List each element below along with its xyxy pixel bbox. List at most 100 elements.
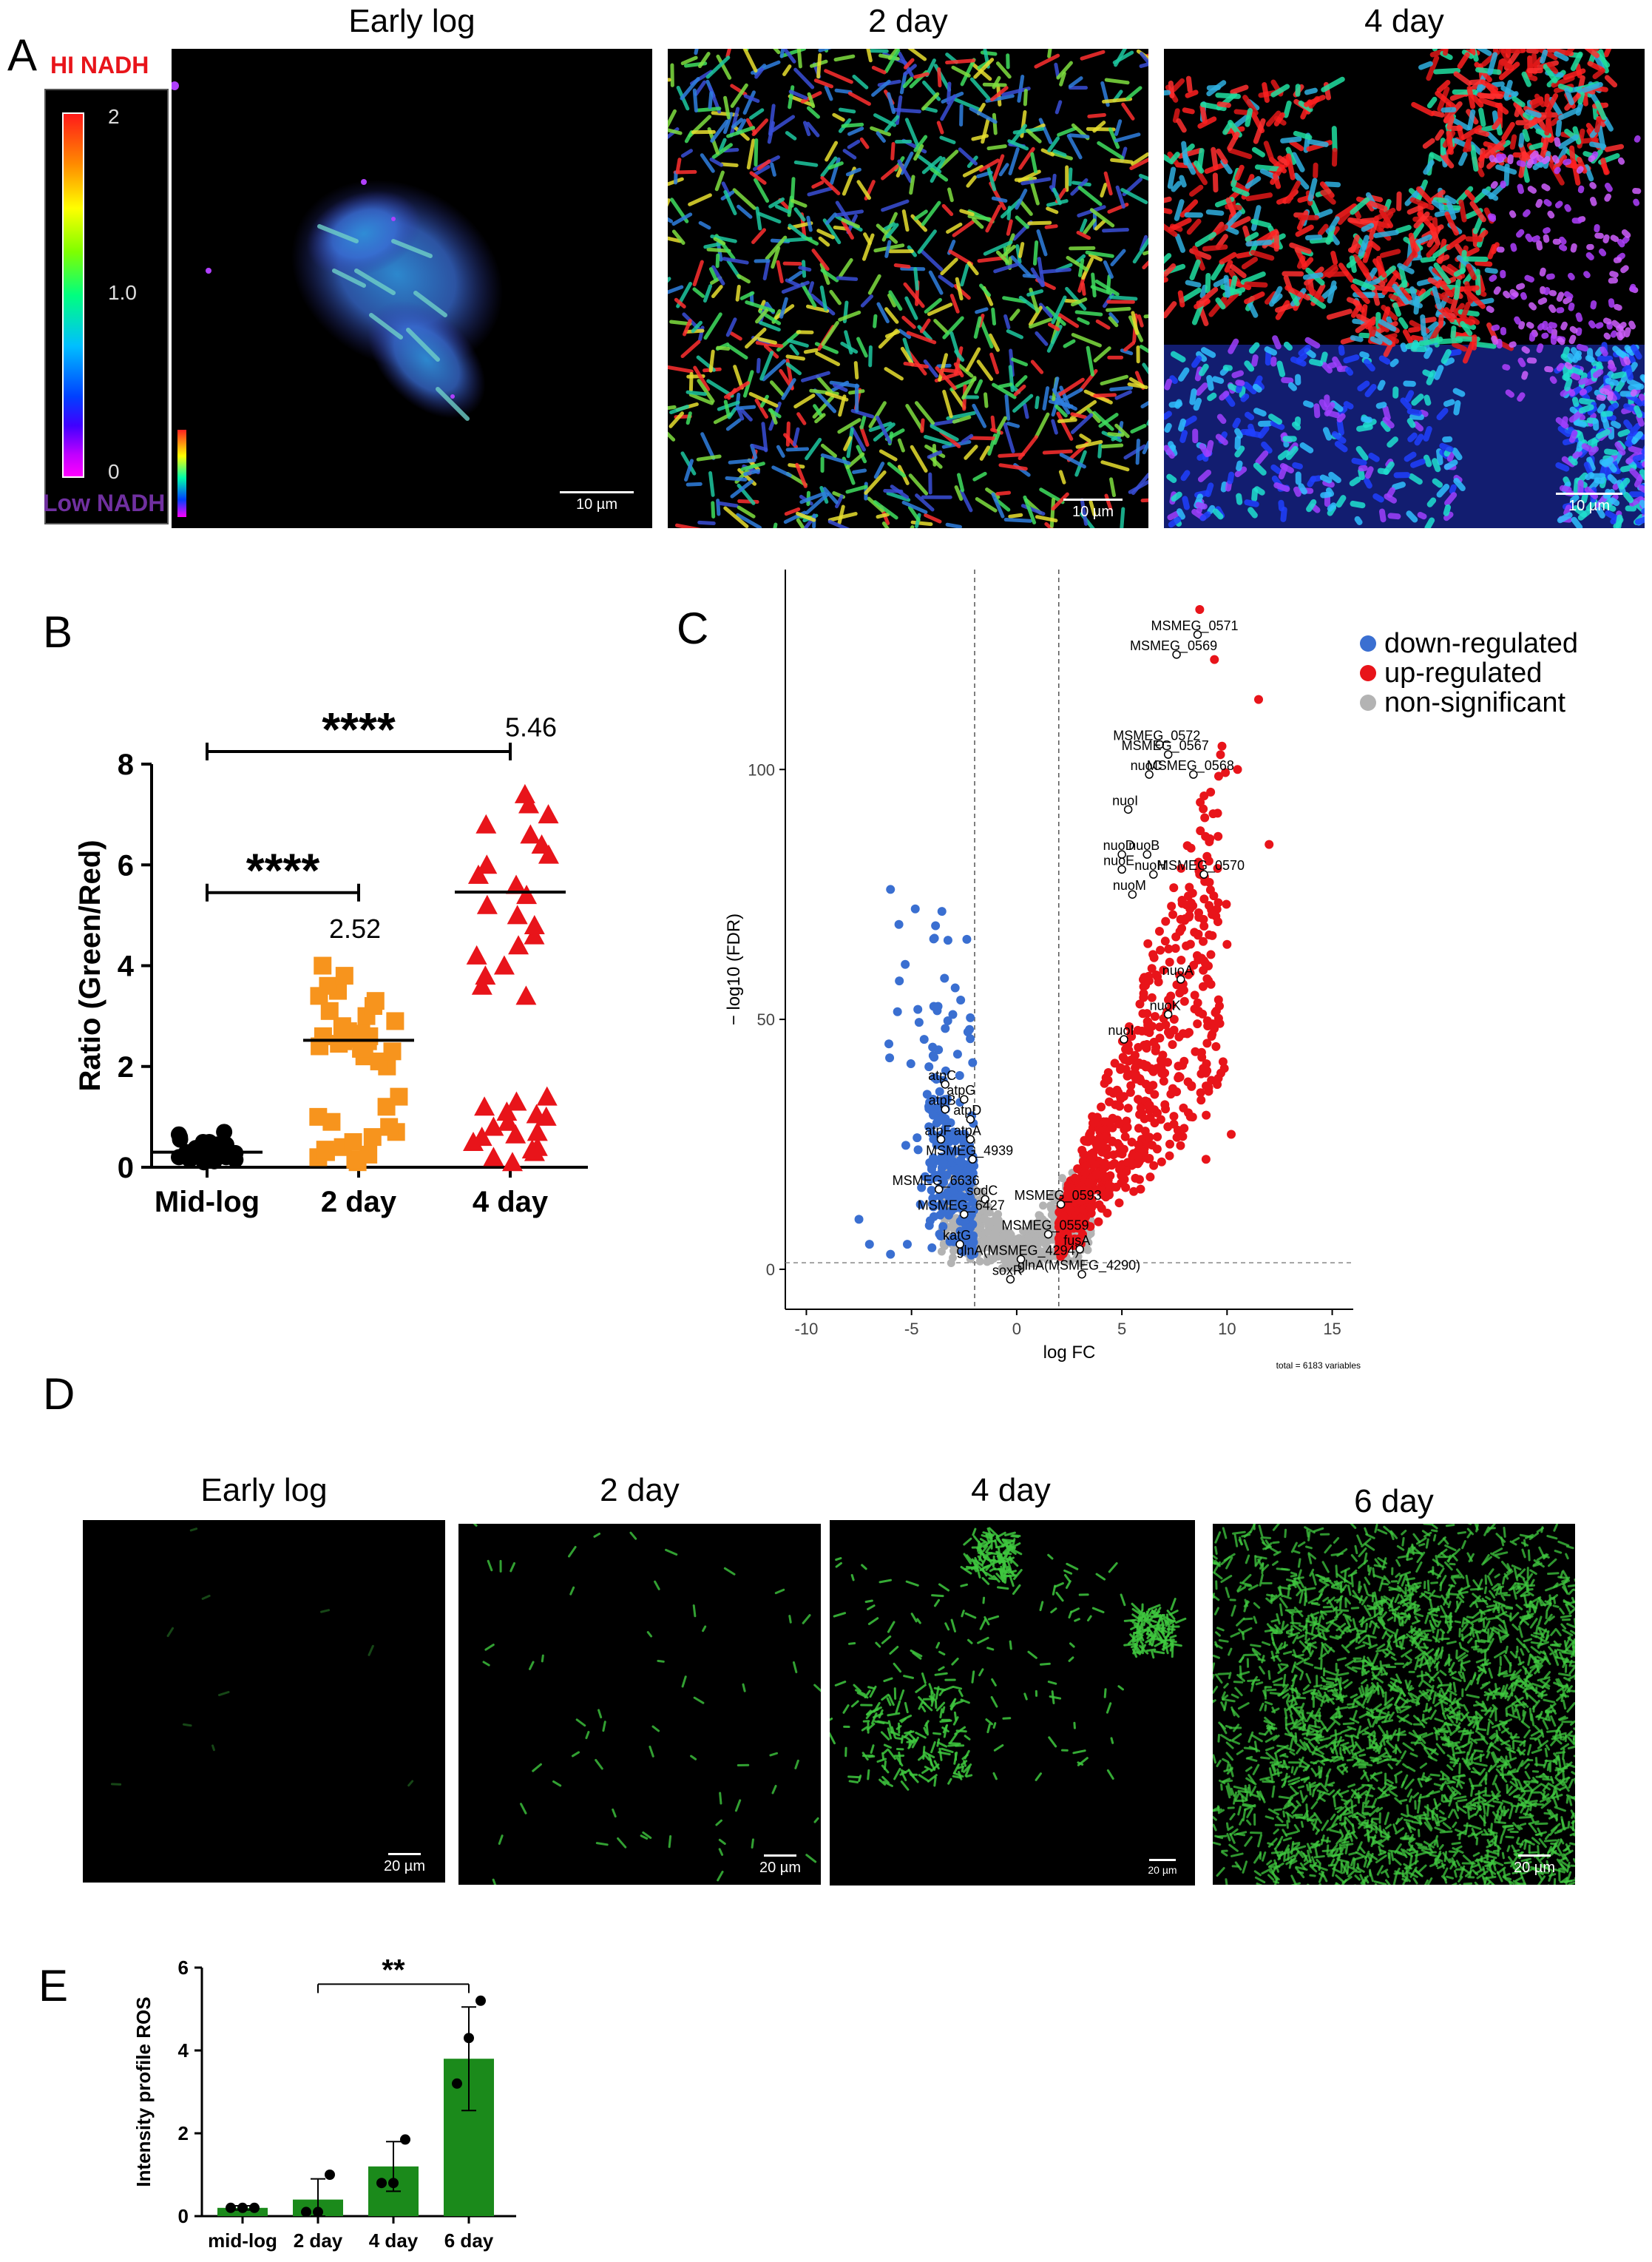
c-point-down-257 xyxy=(966,1161,975,1171)
c-point-up-648 xyxy=(1115,1092,1125,1101)
b-point-1-36 xyxy=(330,1035,348,1053)
c-annot-label-16: atpC xyxy=(928,1068,956,1083)
b-point-2-36 xyxy=(505,1124,527,1144)
c-point-up-377 xyxy=(1161,916,1171,926)
micrograph-early-log-art xyxy=(172,81,504,517)
micrograph-2-day-art xyxy=(668,49,1148,528)
c-point-up-639 xyxy=(1063,1230,1072,1240)
c-point-up-360 xyxy=(1176,914,1185,924)
micrograph-ros-early-log: 20 µm xyxy=(83,1520,445,1883)
c-point-down-165 xyxy=(967,1209,976,1219)
b-point-1-22 xyxy=(314,1027,332,1045)
b-point-1-25 xyxy=(333,1017,351,1036)
c-point-up-x-4 xyxy=(1227,1130,1236,1139)
c-point-up-x-5 xyxy=(1201,1155,1211,1164)
c-xtick-label-1: -5 xyxy=(904,1320,919,1338)
c-annot-label-30: soxR xyxy=(992,1263,1023,1277)
c-point-down-236 xyxy=(957,1169,967,1179)
e-point-1-0 xyxy=(301,2207,311,2218)
c-point-up-644 xyxy=(1092,1142,1102,1152)
c-point-down-216 xyxy=(893,1007,902,1016)
scalebar-d1-label: 20 µm xyxy=(384,1858,425,1874)
b-point-2-0 xyxy=(501,1152,523,1172)
c-point-up-692 xyxy=(1077,1196,1086,1206)
c-point-up-412 xyxy=(1199,894,1209,904)
c-point-down-180 xyxy=(906,1059,915,1069)
c-point-up-307 xyxy=(1172,1132,1182,1142)
micrograph-ros-early-log-art xyxy=(110,1527,414,1787)
c-point-up-534 xyxy=(1150,1012,1160,1022)
c-point-up-466 xyxy=(1147,993,1157,1002)
colorbar-gradient xyxy=(62,112,84,478)
c-point-up-697 xyxy=(1081,1161,1091,1171)
c-point-up-654 xyxy=(1213,808,1222,818)
c-point-up-646 xyxy=(1104,1181,1114,1190)
scalebar-d4: 20 µm xyxy=(1505,1854,1564,1877)
c-point-up-434 xyxy=(1094,1217,1103,1226)
c-point-down-218 xyxy=(955,1157,965,1167)
c-point-up-463 xyxy=(1141,1062,1151,1072)
b-point-2-33 xyxy=(518,794,540,814)
e-point-2-0 xyxy=(376,2178,387,2189)
c-point-down-220 xyxy=(928,1051,938,1061)
c-annot-label-11: MSMEG_0570 xyxy=(1157,858,1245,874)
c-point-up-45 xyxy=(1154,927,1164,936)
c-ytick-label-1: 50 xyxy=(757,1010,775,1029)
c-point-up-303 xyxy=(1145,1172,1155,1182)
c-point-up-264 xyxy=(1199,804,1208,814)
c-point-down-x-4 xyxy=(864,1240,874,1249)
c-point-up-x-1 xyxy=(1254,695,1263,704)
c-point-up-607 xyxy=(1143,1154,1153,1164)
c-point-up-622 xyxy=(1134,1140,1143,1149)
c-legend-label-1: up-regulated xyxy=(1384,658,1542,689)
scalebar-a3-label: 10 µm xyxy=(1568,498,1610,514)
c-point-down-9 xyxy=(943,1016,952,1026)
c-point-up-145 xyxy=(1196,1095,1206,1105)
c-point-down-244 xyxy=(913,1145,923,1155)
c-point-up-678 xyxy=(1054,1238,1064,1248)
c-annot-marker-13 xyxy=(1177,975,1185,984)
scalebar-a1: 10 µm xyxy=(556,491,637,513)
c-annot-marker-22 xyxy=(968,1155,977,1164)
c-point-ns-533 xyxy=(983,1207,992,1216)
b-point-1-34 xyxy=(335,967,353,985)
c-point-up-570 xyxy=(1168,910,1178,919)
c-point-up-426 xyxy=(1103,1209,1112,1218)
b-xtick-label-2: 4 day xyxy=(473,1186,549,1218)
c-point-up-680 xyxy=(1080,1168,1090,1178)
c-point-up-539 xyxy=(1139,993,1148,1002)
b-point-1-33 xyxy=(319,976,337,995)
c-annot-label-7: nuoD xyxy=(1103,838,1135,853)
b-point-1-18 xyxy=(383,1042,402,1061)
micrograph-ros-2-day-art xyxy=(473,1524,821,1885)
c-point-down-229 xyxy=(948,1233,958,1243)
c-annot-marker-4 xyxy=(1145,770,1154,779)
c-point-up-669 xyxy=(1123,1122,1132,1132)
c-point-down-161 xyxy=(901,1141,910,1150)
micrograph-nadh-2-day: 10 µm xyxy=(668,49,1148,528)
c-point-down-226 xyxy=(941,1117,950,1127)
c-point-up-397 xyxy=(1202,1110,1211,1120)
c-point-down-237 xyxy=(959,1203,969,1212)
c-point-up-569 xyxy=(1213,898,1223,908)
c-point-up-613 xyxy=(1206,787,1216,797)
c-point-up-640 xyxy=(1185,968,1195,978)
c-point-up-548 xyxy=(1129,1186,1139,1196)
c-point-up-38 xyxy=(1164,944,1174,953)
c-point-down-79 xyxy=(884,1039,894,1049)
b-point-2-24 xyxy=(516,885,538,905)
b-point-2-37 xyxy=(526,1104,547,1124)
c-point-ns-420 xyxy=(1057,1174,1066,1183)
c-annot-marker-30 xyxy=(1006,1275,1015,1284)
panel-label-a: A xyxy=(7,30,38,80)
c-ytick-label-0: 0 xyxy=(766,1260,775,1279)
c-point-up-616 xyxy=(1150,1118,1160,1128)
c-point-up-279 xyxy=(1168,1040,1177,1050)
colorbar-tick-0: 0 xyxy=(108,460,120,483)
b-point-1-26 xyxy=(386,1012,404,1030)
b-point-0-25 xyxy=(170,1126,187,1143)
e-sig-label: ** xyxy=(382,1954,405,1986)
c-point-up-x-3 xyxy=(1222,939,1232,949)
c-point-ns-582 xyxy=(1041,1249,1050,1257)
c-point-up-261 xyxy=(1159,965,1168,975)
